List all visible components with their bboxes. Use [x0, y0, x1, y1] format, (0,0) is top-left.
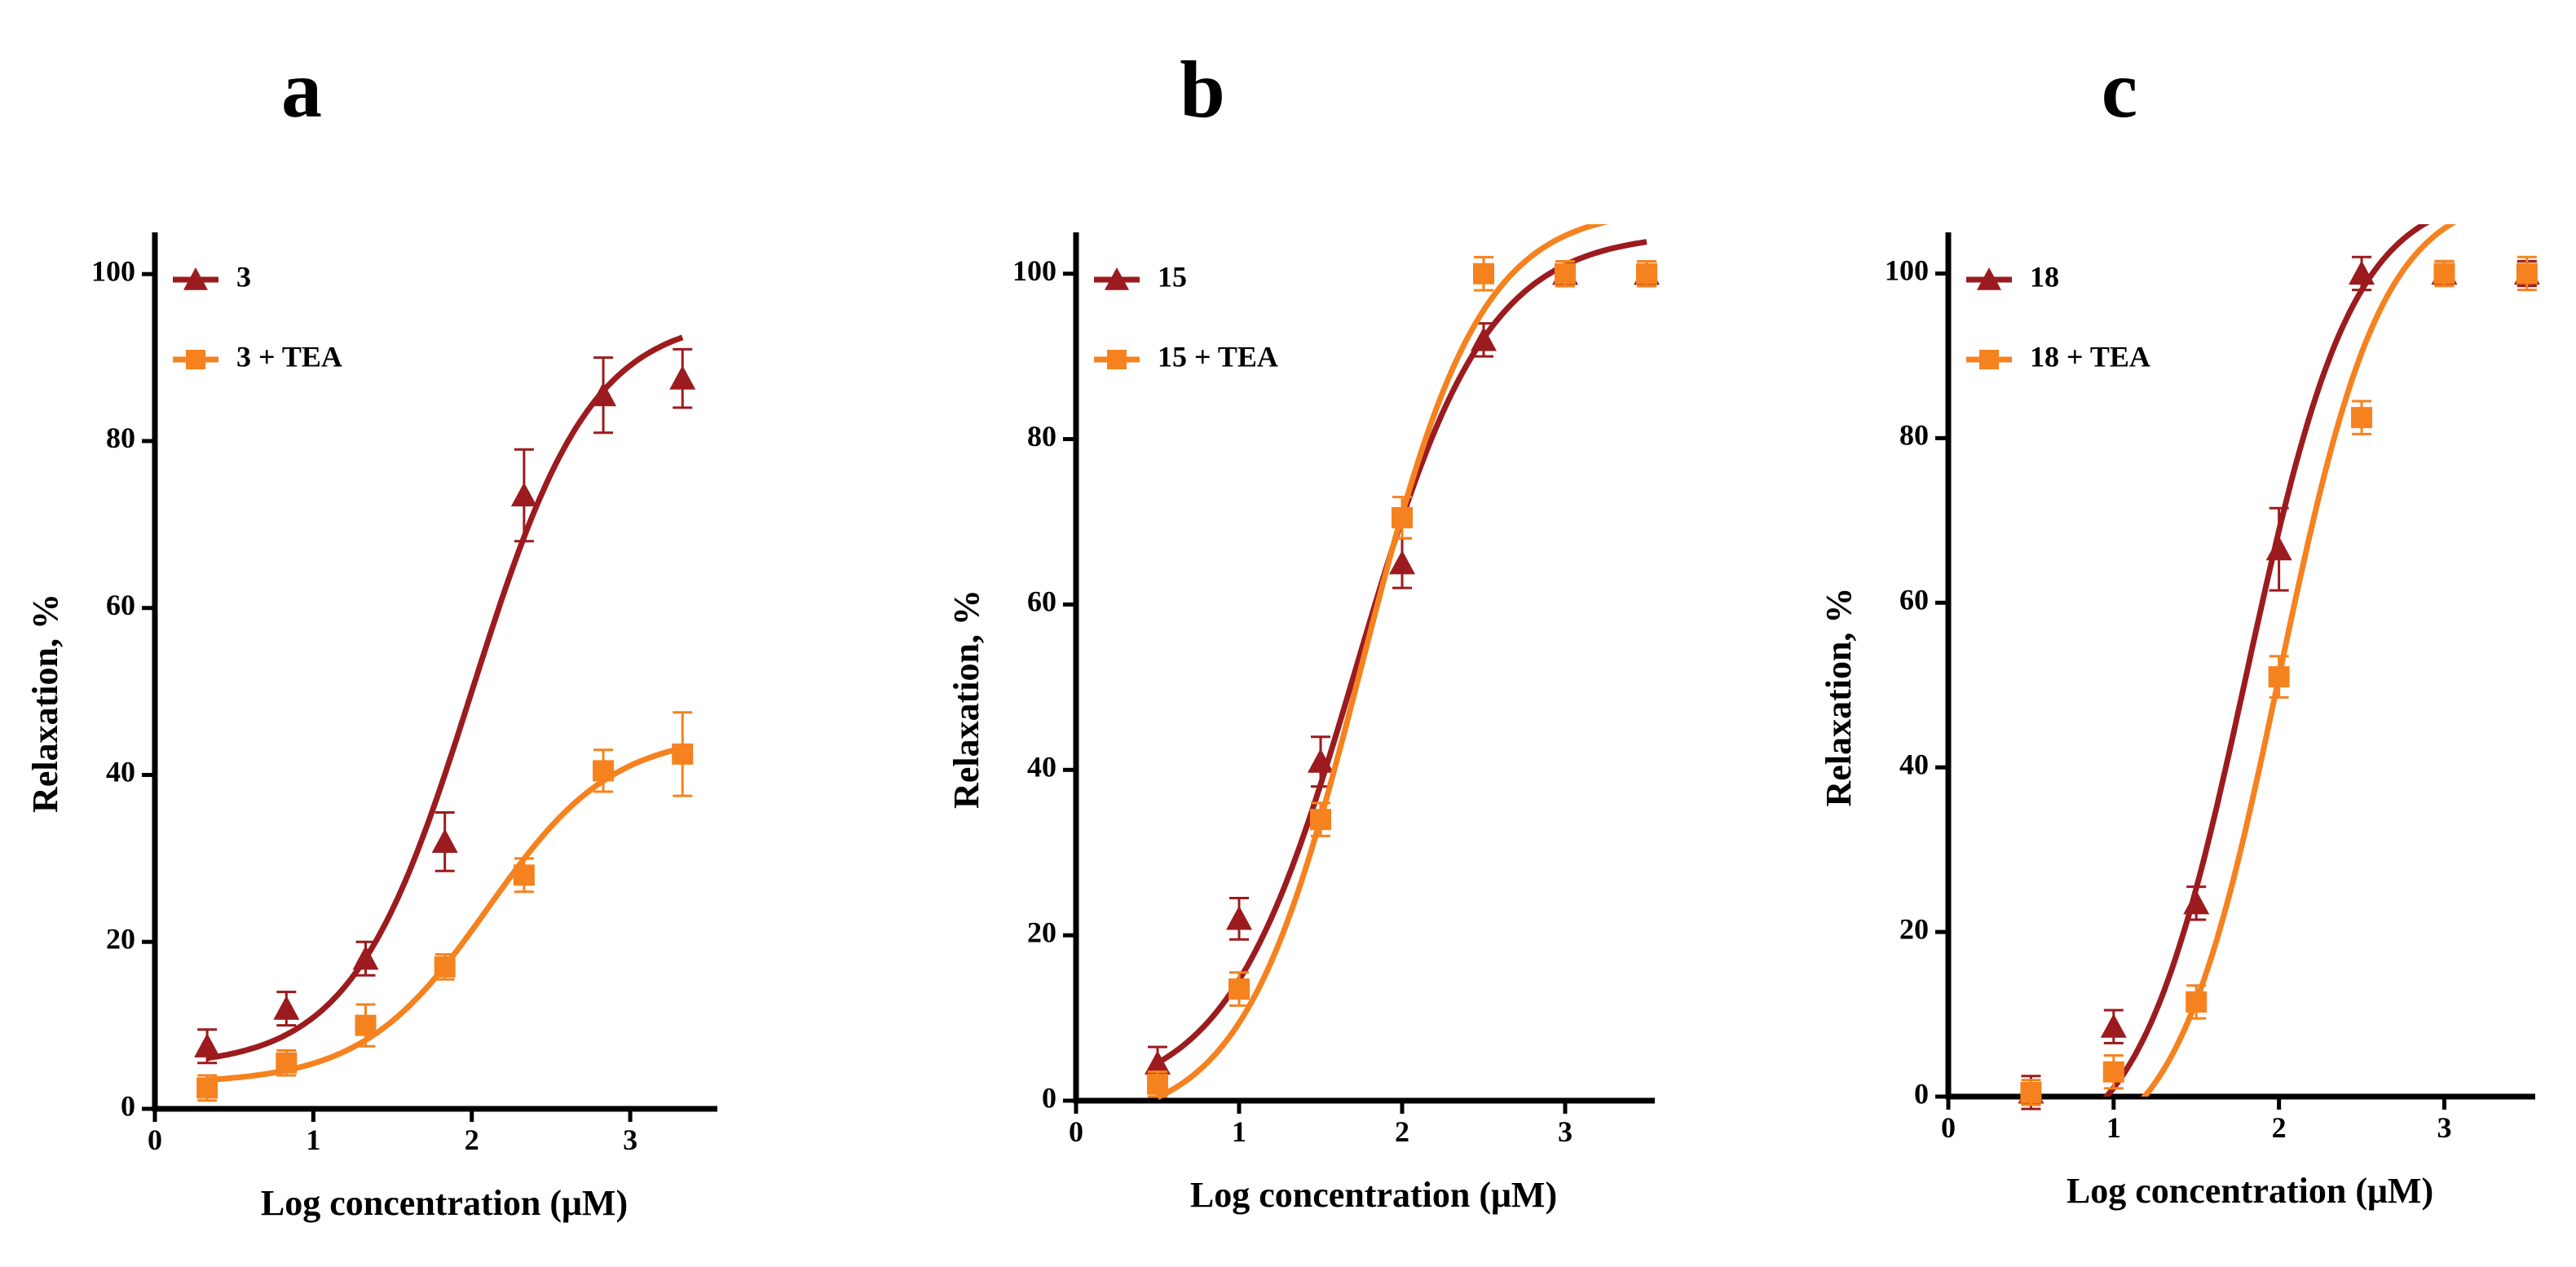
y-tick-label: 60	[1027, 585, 1056, 618]
x-tick-label: 0	[1941, 1111, 1956, 1144]
panel-label: c	[2102, 44, 2137, 135]
x-tick-label: 0	[1069, 1115, 1083, 1148]
x-axis-label: Log concentration (μM)	[261, 1183, 628, 1223]
legend-label: 18	[2030, 260, 2059, 293]
data-point-triangle	[352, 945, 379, 970]
legend-label: 18 + TEA	[2030, 340, 2150, 373]
data-point-square	[513, 864, 535, 886]
data-point-square	[2102, 1061, 2124, 1083]
data-point-square	[1228, 978, 1250, 1000]
series-15-tea: 15 + TEA	[1094, 224, 1657, 1101]
y-tick-label: 40	[106, 756, 135, 788]
x-axis-label: Log concentration (μM)	[1190, 1175, 1557, 1215]
data-point-square	[355, 1014, 377, 1036]
y-tick-label: 100	[1012, 254, 1056, 287]
series-3: 3	[173, 260, 696, 1065]
y-tick-label: 20	[1899, 912, 1929, 945]
data-point-square	[2351, 407, 2373, 429]
data-point-square	[196, 1077, 218, 1099]
x-tick-label: 3	[1558, 1115, 1573, 1148]
data-point-square	[1473, 263, 1494, 285]
data-point-triangle	[1389, 550, 1415, 575]
y-tick-label: 60	[1899, 584, 1929, 616]
y-tick-label: 20	[106, 923, 135, 956]
y-tick-label: 80	[106, 422, 135, 454]
data-point-square	[2186, 991, 2208, 1013]
data-point-triangle	[1471, 326, 1497, 351]
x-tick-label: 0	[148, 1124, 162, 1156]
fit-curve	[206, 745, 683, 1083]
data-point-square	[1392, 506, 1413, 528]
y-tick-label: 20	[1027, 916, 1056, 948]
y-axis-label: Relaxation, %	[25, 594, 65, 813]
legend-label: 15 + TEA	[1158, 340, 1278, 373]
data-point-triangle	[1308, 748, 1334, 773]
y-axis-label: Relaxation, %	[946, 589, 986, 809]
series-3-tea: 3 + TEA	[173, 340, 694, 1102]
data-point-square	[1555, 263, 1576, 285]
data-point-square	[276, 1052, 298, 1074]
x-tick-label: 3	[2437, 1111, 2451, 1144]
legend-label: 15	[1158, 260, 1187, 293]
legend-label: 3 + TEA	[236, 340, 342, 373]
x-tick-label: 1	[2106, 1111, 2121, 1144]
x-tick-label: 3	[623, 1124, 637, 1156]
data-point-triangle	[590, 382, 617, 407]
y-tick-label: 100	[1885, 254, 1929, 287]
data-point-square	[672, 743, 694, 765]
y-tick-label: 100	[91, 254, 135, 287]
data-point-triangle	[2349, 260, 2375, 285]
x-tick-label: 1	[1232, 1115, 1246, 1148]
data-point-triangle	[194, 1033, 221, 1057]
data-point-square	[1636, 263, 1657, 285]
legend-label: 3	[236, 260, 251, 293]
data-point-triangle	[273, 996, 300, 1020]
panel-label: b	[1180, 44, 1225, 135]
series-18: 18	[1966, 224, 2540, 1110]
data-point-triangle	[510, 482, 537, 507]
data-point-triangle	[2265, 536, 2292, 561]
data-point-triangle	[2100, 1013, 2127, 1038]
data-point-triangle	[669, 365, 696, 390]
data-point-square	[593, 760, 615, 782]
x-tick-label: 2	[465, 1124, 479, 1156]
fit-curve	[206, 334, 684, 1062]
data-point-square	[2020, 1081, 2042, 1103]
y-tick-label: 0	[121, 1089, 135, 1122]
legend-marker-triangle	[183, 267, 208, 290]
y-tick-label: 40	[1027, 751, 1056, 784]
legend-marker-square	[1107, 350, 1127, 369]
y-tick-label: 0	[1914, 1077, 1929, 1110]
series-18-tea: 18 + TEA	[1966, 224, 2538, 1106]
data-point-triangle	[1145, 1050, 1171, 1075]
panel-label: a	[281, 44, 322, 135]
y-tick-label: 80	[1027, 420, 1056, 452]
data-point-triangle	[2183, 890, 2210, 915]
y-tick-label: 0	[1042, 1081, 1056, 1114]
x-tick-label: 1	[306, 1124, 320, 1156]
y-tick-label: 60	[106, 589, 135, 621]
x-tick-label: 2	[2272, 1111, 2287, 1144]
legend-marker-square	[186, 350, 205, 369]
data-point-square	[2433, 263, 2455, 285]
data-point-triangle	[431, 828, 458, 853]
data-point-square	[2268, 666, 2290, 688]
y-tick-label: 80	[1899, 419, 1929, 452]
y-axis-label: Relaxation, %	[1819, 588, 1859, 807]
chart-panel-a: a 0 20 40 60 80 100 0 1 2 3 Log concentration (μM) R…	[25, 44, 717, 1223]
x-axis-label: Log concentration (μM)	[2067, 1171, 2433, 1211]
legend-marker-square	[1979, 350, 1999, 369]
data-point-square	[434, 956, 456, 978]
x-tick-label: 2	[1395, 1115, 1409, 1148]
legend-marker-triangle	[1105, 267, 1129, 290]
data-point-triangle	[1226, 905, 1252, 930]
legend-marker-triangle	[1977, 267, 2001, 290]
y-tick-label: 40	[1899, 748, 1929, 780]
data-point-square	[2516, 263, 2538, 285]
data-point-square	[1310, 809, 1331, 831]
data-point-square	[1147, 1073, 1168, 1095]
